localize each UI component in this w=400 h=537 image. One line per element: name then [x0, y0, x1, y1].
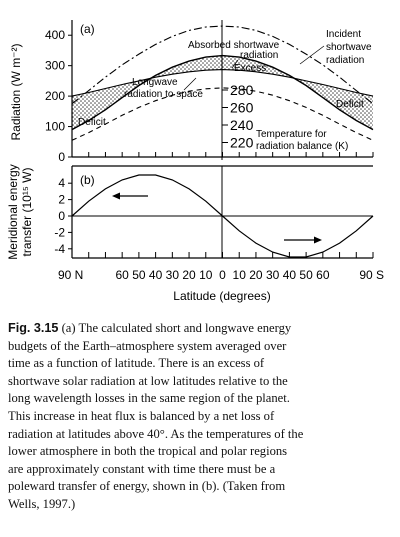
caption-line: poleward transfer of energy, shown in (b…: [8, 479, 286, 494]
annotation-excess: Excess: [234, 63, 266, 74]
y-tick-label: 2: [58, 193, 65, 207]
annotation-longwave: radiation to space: [124, 89, 203, 100]
x-tick-label: 20: [249, 268, 263, 282]
x-tick-label: 40: [283, 268, 297, 282]
x-tick-label: 50: [299, 268, 313, 282]
annotation-incident: shortwave: [326, 42, 372, 53]
annotation-deficit-left: Deficit: [78, 117, 106, 128]
absorbed-shortwave-line: [71, 54, 374, 131]
y-tick-label: 4: [58, 176, 65, 190]
incident-shortwave-line: [71, 25, 374, 105]
temperature-tick-label: 260: [230, 100, 254, 116]
panel-b-label: (b): [80, 173, 95, 187]
x-tick-label: 30: [266, 268, 280, 282]
caption-line: are approximately constant with time the…: [8, 461, 276, 476]
annotation-incident: Incident: [326, 29, 361, 40]
y-tick-label: 400: [45, 28, 65, 42]
y-tick-label: -2: [54, 225, 65, 239]
caption-line: budgets of the Earth–atmosphere system a…: [8, 338, 287, 353]
caption-line: lower atmosphere in both the tropical an…: [8, 444, 288, 459]
figure-caption: Fig. 3.15 (a) The calculated short and l…: [8, 320, 392, 514]
x-tick-label: 60: [115, 268, 129, 282]
y-tick-label: 100: [45, 120, 65, 134]
panel-b-ylabel: transfer (10¹⁵ W): [20, 168, 34, 257]
temperature-axis-label: Temperature for: [256, 129, 327, 140]
annotation-incident-leader: [299, 45, 325, 65]
temperature-tick-label: 220: [230, 135, 254, 151]
y-tick-label: 200: [45, 89, 65, 103]
annotation-incident: radiation: [326, 55, 364, 66]
southward-arrowhead: [314, 236, 322, 244]
x-tick-label: 10: [199, 268, 213, 282]
caption-line: radiation at latitudes above 40°. As the…: [8, 426, 304, 441]
energy-transfer-line: [71, 174, 374, 258]
annotation-absorbed: radiation: [240, 50, 278, 61]
x-tick-label: 90 N: [58, 268, 83, 282]
panel-b-xlabel: Latitude (degrees): [173, 289, 270, 303]
x-tick-label: 40: [149, 268, 163, 282]
temperature-tick-label: 240: [230, 117, 254, 133]
annotation-absorbed-leader: [231, 59, 239, 69]
x-tick-label: 10: [233, 268, 247, 282]
x-tick-label: 90 S: [359, 268, 384, 282]
annotation-longwave: Longwave: [132, 77, 178, 88]
panel-a-ylabel: Radiation (W m⁻²): [9, 43, 23, 140]
caption-line: long wavelength losses in the same regio…: [8, 391, 290, 406]
caption-line: Wells, 1997.): [8, 496, 76, 511]
caption-line: time as a function of latitude. There is…: [8, 356, 265, 371]
caption-line: shortwave solar radiation at low latitud…: [8, 373, 288, 388]
x-tick-label: 20: [182, 268, 196, 282]
y-tick-label: 0: [58, 209, 65, 223]
caption-line: This increase in heat flux is balanced b…: [8, 408, 275, 423]
x-tick-label: 30: [166, 268, 180, 282]
annotation-longwave-leader: [183, 77, 197, 91]
temperature-balance-line: [71, 87, 374, 141]
y-tick-label: 300: [45, 59, 65, 73]
panel-b: 420-2-4 90 N 60 50 40 30 20 10 0 10 20 30 40 50 60 90 …: [6, 164, 384, 303]
caption-label: Fig. 3.15: [8, 321, 59, 335]
temperature-tick-label: 280: [230, 82, 254, 98]
annotation-deficit-right: Deficit: [336, 99, 364, 110]
y-tick-label: 0: [58, 150, 65, 164]
temperature-axis-label: radiation balance (K): [256, 141, 348, 152]
panel-b-ylabel: Meridional energy: [6, 164, 20, 259]
x-tick-label: 50: [132, 268, 146, 282]
panel-a-label: (a): [80, 22, 95, 36]
y-tick-label: -4: [54, 242, 65, 256]
annotation-absorbed: Absorbed shortwave: [188, 40, 280, 51]
caption-line: (a) The calculated short and longwave en…: [61, 321, 292, 335]
x-tick-label: 0: [219, 268, 226, 282]
northward-arrowhead: [112, 192, 120, 200]
x-tick-label: 60: [316, 268, 330, 282]
longwave-line: [71, 69, 374, 97]
